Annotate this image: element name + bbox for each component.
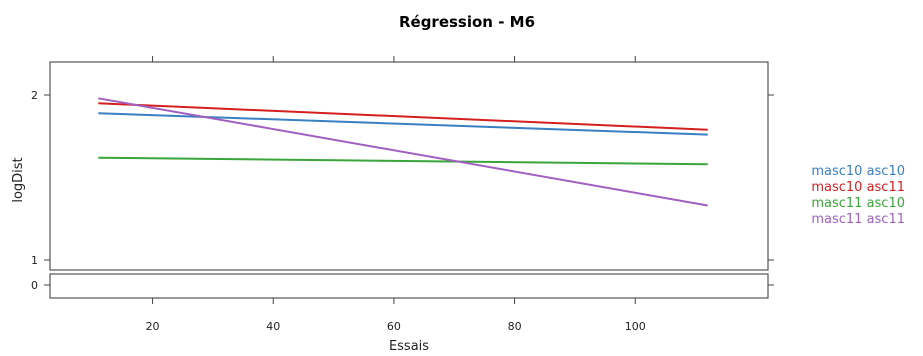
x-tick-label: 100	[625, 320, 646, 333]
chart-title: Régression - M6	[399, 13, 535, 31]
legend-entry: masc11 asc11	[811, 212, 905, 227]
x-axis-label: Essais	[389, 339, 429, 354]
legend-entry: masc10 asc10	[811, 164, 905, 179]
x-tick-label: 60	[387, 320, 401, 333]
y-axis-label: logDist	[11, 157, 26, 202]
x-axis: 20 40 60 80 100	[146, 56, 646, 333]
x-tick-label: 80	[508, 320, 522, 333]
series-line-masc11-asc11	[98, 97, 708, 207]
series-lines	[98, 97, 708, 207]
y-axis: 0 1 2	[31, 89, 774, 292]
legend-entry: masc11 asc10	[811, 196, 905, 211]
series-line-masc10-asc11	[98, 102, 708, 131]
y-tick-label: 1	[31, 254, 38, 267]
y-tick-label: 0	[31, 279, 38, 292]
x-tick-label: 20	[146, 320, 160, 333]
series-line-masc11-asc10	[98, 156, 708, 166]
y-tick-label: 2	[31, 89, 38, 102]
x-tick-label: 40	[266, 320, 280, 333]
lower-panel-frame	[49, 273, 769, 299]
main-panel-frame	[49, 61, 769, 271]
legend-entry: masc10 asc11	[811, 180, 905, 195]
